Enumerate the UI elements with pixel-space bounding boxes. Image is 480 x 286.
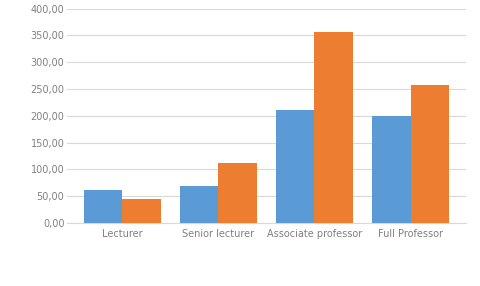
Bar — [180, 186, 218, 223]
Bar — [218, 163, 257, 223]
Bar — [276, 110, 314, 223]
Bar — [84, 190, 122, 223]
Bar — [314, 32, 353, 223]
Bar — [411, 85, 449, 223]
Bar — [122, 200, 161, 223]
Bar — [372, 116, 411, 223]
